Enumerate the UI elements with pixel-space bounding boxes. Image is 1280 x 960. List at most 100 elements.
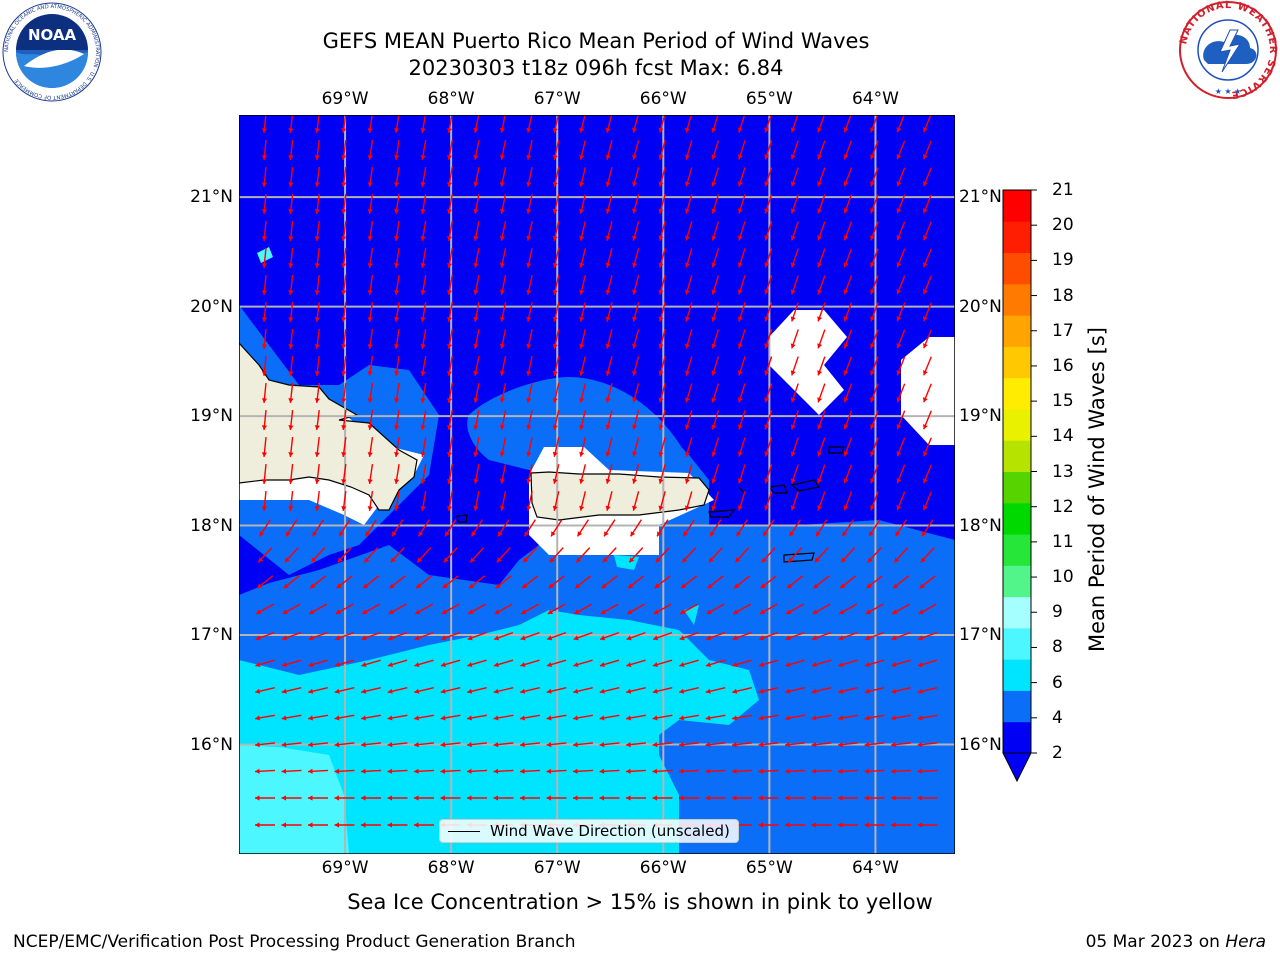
gridlines [239, 115, 955, 854]
wind-wave-arrow [314, 166, 320, 188]
wind-wave-arrow [414, 714, 434, 721]
wind-wave-arrow [440, 714, 461, 721]
wind-wave-arrow [552, 464, 560, 484]
wind-wave-arrow [520, 687, 540, 694]
wind-wave-arrow [360, 742, 382, 748]
wind-wave-arrow [737, 383, 746, 403]
wind-wave-arrow [896, 275, 906, 295]
wind-wave-arrow [549, 547, 564, 563]
wind-wave-arrow [499, 329, 507, 349]
wind-wave-arrow [870, 302, 879, 322]
wind-wave-arrow [519, 742, 541, 748]
wind-wave-arrow [605, 356, 613, 376]
wind-wave-arrow [708, 547, 723, 563]
wind-wave-arrow [255, 795, 275, 801]
wind-wave-arrow [658, 302, 666, 322]
wind-wave-arrow [413, 742, 435, 748]
wind-wave-arrow [684, 167, 693, 187]
wind-wave-arrow [843, 302, 853, 322]
wind-wave-arrow [758, 822, 779, 828]
wind-wave-arrow [732, 659, 752, 668]
wind-wave-arrow [652, 631, 673, 641]
wind-wave-arrow [764, 194, 773, 214]
wind-wave-arrow [737, 221, 746, 241]
wind-wave-arrow [467, 687, 487, 694]
wind-wave-arrow [579, 464, 587, 484]
wind-wave-arrow [579, 383, 587, 403]
legend-label: Wind Wave Direction (unscaled) [490, 822, 730, 840]
wind-wave-arrow [314, 193, 320, 215]
wind-wave-arrow [658, 275, 666, 295]
wind-wave-arrow [308, 822, 328, 828]
wind-wave-arrow [499, 140, 507, 160]
wind-wave-arrow [579, 167, 587, 187]
wind-wave-arrow [473, 383, 480, 403]
wind-wave-arrow [552, 221, 560, 241]
wind-wave-arrow [288, 115, 294, 134]
wind-wave-arrow [526, 302, 533, 322]
wind-wave-arrow [520, 631, 540, 641]
wind-wave-arrow [684, 248, 693, 268]
wind-wave-arrow [416, 547, 432, 563]
wind-wave-arrow [626, 659, 646, 668]
wind-wave-arrow [341, 409, 347, 431]
wind-wave-arrow [281, 659, 302, 668]
colorbar-tick-label: 18 [1052, 285, 1074, 306]
wind-wave-arrow [499, 275, 507, 295]
wind-wave-arrow [520, 714, 540, 721]
wind-wave-arrow [308, 795, 328, 801]
wind-wave-arrow [552, 302, 560, 322]
wind-wave-arrow [387, 822, 408, 828]
wind-wave-arrow [420, 464, 427, 484]
wind-wave-arrow [361, 687, 381, 694]
lat-label: 19°N [190, 406, 233, 427]
wind-wave-arrow [737, 194, 746, 214]
wind-wave-arrow [605, 302, 613, 322]
wind-wave-arrow [843, 167, 853, 187]
wind-wave-arrow [632, 464, 640, 484]
wind-wave-arrow [870, 410, 879, 430]
legend-line-icon [448, 831, 480, 832]
lon-label: 64°W [851, 89, 899, 109]
wind-wave-arrow [499, 356, 507, 376]
wind-wave-arrow [341, 301, 347, 323]
wind-wave-arrow [896, 383, 906, 403]
wind-wave-arrow [917, 768, 938, 774]
wind-wave-arrow [361, 631, 381, 641]
wind-wave-arrow [443, 547, 458, 563]
wind-wave-arrow [255, 603, 275, 615]
wind-wave-arrow [261, 355, 268, 377]
wind-wave-arrow [711, 275, 720, 295]
wind-wave-arrow [605, 221, 613, 241]
wind-wave-arrow [308, 687, 328, 694]
wind-wave-arrow [841, 519, 855, 537]
wind-wave-arrow [579, 248, 587, 268]
wind-wave-arrow [658, 491, 666, 511]
wind-wave-arrow [758, 631, 779, 641]
wind-wave-arrow [599, 768, 620, 774]
wind-wave-arrow [626, 795, 646, 801]
wind-wave-arrow [923, 221, 932, 241]
wind-wave-arrow [282, 603, 301, 615]
wind-wave-arrow [526, 275, 533, 295]
wind-wave-arrow [817, 194, 826, 214]
wind-wave-arrow [632, 275, 640, 295]
wind-wave-arrow [817, 329, 826, 349]
wind-wave-arrow [817, 140, 826, 160]
wind-wave-arrow [579, 491, 587, 511]
wind-wave-arrow [896, 410, 906, 430]
wind-wave-arrow [735, 519, 749, 537]
wind-wave-arrow [811, 631, 832, 641]
wind-wave-arrow [415, 575, 433, 589]
wind-wave-arrow [420, 356, 427, 376]
wind-wave-arrow [600, 603, 619, 615]
wind-wave-arrow [864, 687, 885, 694]
wind-wave-arrow [420, 329, 427, 349]
wind-wave-arrow [526, 248, 533, 268]
wind-wave-arrow [658, 383, 666, 403]
wind-wave-arrow [552, 140, 560, 160]
wind-wave-arrow [314, 115, 320, 134]
wind-wave-arrow [341, 490, 347, 512]
wind-wave-arrow [737, 302, 746, 322]
wind-wave-arrow [709, 519, 722, 537]
